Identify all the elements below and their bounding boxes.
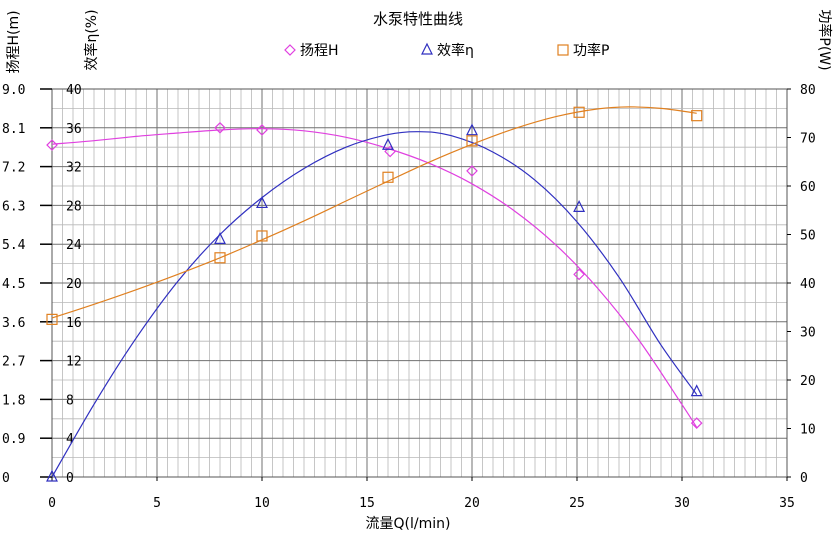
- series-power: [46, 106, 703, 325]
- x-axis-label: 流量Q(l/min): [366, 516, 451, 532]
- data-point-efficiency: [382, 137, 394, 150]
- series-line-power: [51, 106, 697, 319]
- data-point-head: [214, 121, 226, 134]
- head-tick-label: 1.8: [2, 393, 25, 408]
- data-point-power: [466, 135, 478, 147]
- data-point-power: [382, 171, 394, 183]
- series-layer: [46, 106, 703, 482]
- efficiency-tick-label: 16: [66, 316, 82, 331]
- power-tick-label: 70: [800, 132, 816, 147]
- efficiency-tick-label: 40: [66, 83, 82, 98]
- grid: [51, 88, 788, 478]
- power-tick-label: 0: [800, 471, 808, 486]
- legend-marker-head: [284, 44, 296, 56]
- data-point-power: [214, 252, 226, 264]
- data-point-power: [46, 313, 58, 325]
- head-tick-label: 4.5: [2, 277, 25, 292]
- power-tick-label: 40: [800, 277, 816, 292]
- data-point-power: [256, 230, 268, 242]
- power-tick-label: 20: [800, 374, 816, 389]
- power-tick-label: 80: [800, 83, 816, 98]
- data-point-head: [46, 139, 58, 151]
- data-point-power: [573, 106, 585, 118]
- x-tick-label: 35: [779, 496, 795, 511]
- legend-label-head: 扬程H: [300, 43, 339, 59]
- head-tick-label: 9.0: [2, 83, 25, 98]
- data-point-efficiency: [690, 384, 703, 397]
- efficiency-tick-label: 28: [66, 199, 82, 214]
- y-axis-label-head: 扬程H(m): [6, 10, 22, 73]
- efficiency-tick-label: 0: [66, 471, 74, 486]
- x-tick-label: 30: [674, 496, 690, 511]
- x-tick-label: 20: [464, 496, 480, 511]
- data-point-head: [256, 124, 268, 136]
- head-tick-label: 0.9: [2, 432, 25, 447]
- head-tick-label: 3.6: [2, 316, 25, 331]
- data-point-efficiency: [466, 123, 478, 136]
- y-axis-label-efficiency: 效率η(%): [83, 9, 100, 70]
- head-tick-label: 5.4: [2, 238, 26, 253]
- data-point-efficiency: [573, 199, 586, 212]
- series-efficiency: [46, 123, 703, 482]
- efficiency-tick-label: 12: [66, 355, 82, 370]
- x-tick-label: 0: [48, 496, 56, 511]
- efficiency-tick-label: 24: [66, 238, 82, 253]
- chart-title: 水泵特性曲线: [373, 10, 463, 28]
- data-point-efficiency: [256, 196, 268, 209]
- head-tick-label: 8.1: [2, 122, 25, 137]
- head-tick-label: 2.7: [2, 355, 25, 370]
- legend-marker-power: [557, 44, 569, 56]
- y-axis-label-power: 功率P(W): [816, 9, 833, 70]
- series-line-efficiency: [51, 131, 698, 478]
- legend-marker-efficiency: [421, 42, 433, 55]
- head-tick-label: 6.3: [2, 199, 25, 214]
- efficiency-tick-label: 8: [66, 393, 74, 408]
- data-point-head: [466, 165, 478, 177]
- legend-label-efficiency: 效率η: [437, 42, 474, 59]
- data-point-power: [691, 110, 703, 122]
- efficiency-tick-label: 36: [66, 122, 82, 137]
- x-tick-label: 10: [254, 496, 270, 511]
- axes: 0 5 10 15 20 25 30 35 0 0.9 1.8 2.7 3.6 4.5 5.4 6.3 7.2 8…: [2, 83, 816, 511]
- efficiency-tick-label: 20: [66, 277, 82, 292]
- x-tick-label: 15: [359, 496, 375, 511]
- power-tick-label: 30: [800, 326, 816, 341]
- efficiency-tick-label: 4: [66, 432, 74, 447]
- head-tick-label: 7.2: [2, 161, 25, 176]
- data-point-head: [573, 268, 585, 281]
- head-tick-label: 0: [2, 471, 10, 486]
- data-point-efficiency: [46, 469, 58, 482]
- data-point-head: [690, 417, 703, 429]
- legend: 扬程H 效率η 功率P: [284, 42, 609, 59]
- power-tick-label: 50: [800, 229, 816, 244]
- power-tick-label: 10: [800, 423, 816, 438]
- x-tick-label: 25: [569, 496, 585, 511]
- legend-label-power: 功率P: [573, 42, 609, 59]
- data-point-efficiency: [214, 232, 226, 244]
- power-tick-label: 60: [800, 180, 816, 195]
- x-tick-label: 5: [153, 496, 161, 511]
- efficiency-tick-label: 32: [66, 161, 82, 176]
